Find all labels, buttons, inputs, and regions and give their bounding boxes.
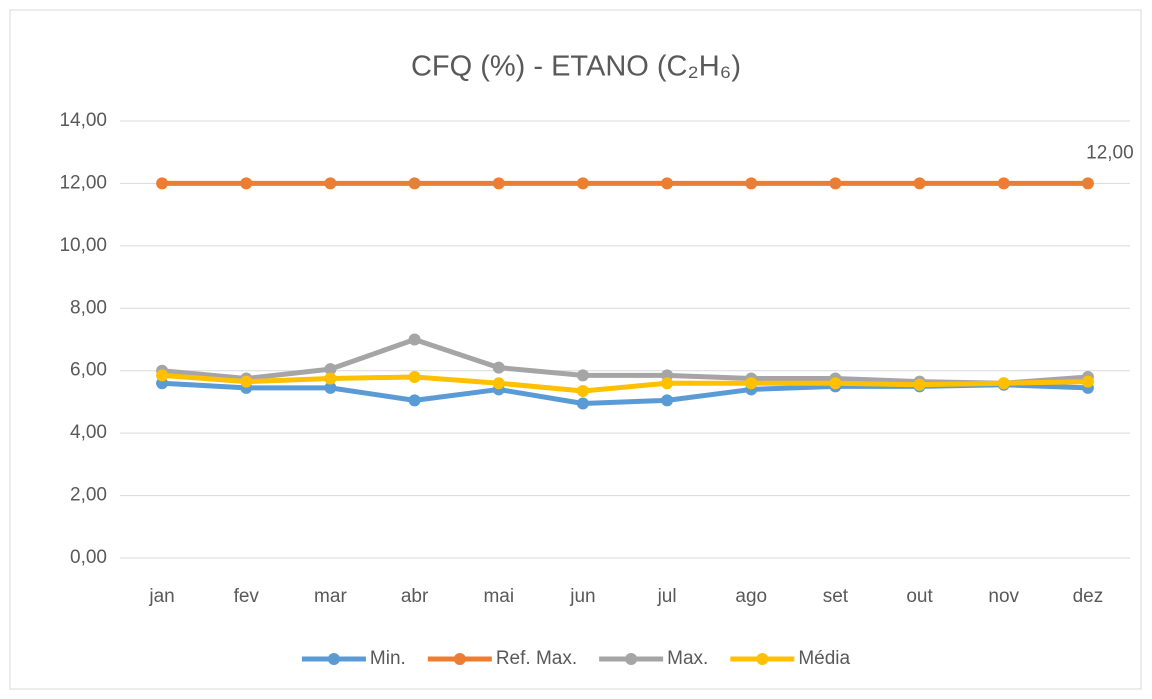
- data-label: 12,00: [1086, 142, 1134, 163]
- x-tick-label: set: [823, 586, 849, 607]
- x-tick-label: abr: [401, 586, 429, 607]
- x-tick-label: ago: [735, 586, 767, 607]
- x-tick-label: out: [906, 586, 933, 607]
- chart-frame: [9, 9, 1142, 690]
- point: [997, 177, 1010, 190]
- legend-marker: [756, 653, 769, 665]
- point: [492, 377, 505, 390]
- x-tick-label: fev: [234, 586, 260, 607]
- legend-label: Max.: [667, 648, 708, 669]
- point: [661, 394, 674, 407]
- point: [745, 177, 758, 190]
- point: [324, 363, 337, 376]
- legend-label: Média: [798, 648, 850, 669]
- legend-label: Min.: [370, 648, 406, 669]
- point: [576, 177, 589, 190]
- y-tick-label: 10,00: [59, 235, 107, 256]
- point: [324, 372, 337, 385]
- point: [156, 177, 169, 190]
- point: [492, 361, 505, 374]
- point: [1081, 177, 1094, 190]
- point: [492, 177, 505, 190]
- y-tick-label: 4,00: [70, 422, 107, 443]
- point: [576, 397, 589, 410]
- y-tick-label: 8,00: [70, 297, 107, 318]
- point: [661, 177, 674, 190]
- x-tick-label: jun: [569, 586, 595, 607]
- point: [408, 394, 421, 407]
- y-tick-label: 14,00: [59, 110, 107, 131]
- point: [829, 177, 842, 190]
- point: [576, 369, 589, 382]
- x-tick-label: mar: [314, 586, 347, 607]
- point: [240, 375, 253, 388]
- point: [156, 369, 169, 382]
- x-tick-label: jan: [148, 586, 174, 607]
- legend-label: Ref. Max.: [496, 648, 577, 669]
- y-tick-label: 0,00: [70, 547, 107, 568]
- point: [324, 381, 337, 394]
- x-tick-label: nov: [988, 586, 1019, 607]
- legend: Min. Ref. Max. Max. Média: [301, 648, 851, 669]
- point: [661, 377, 674, 390]
- legend-marker: [625, 653, 638, 665]
- x-tick-label: dez: [1073, 586, 1104, 607]
- x-tick-label: mai: [483, 586, 514, 607]
- point: [408, 333, 421, 346]
- point: [997, 377, 1010, 390]
- legend-marker: [453, 653, 466, 665]
- series-line: [161, 337, 1089, 386]
- point: [745, 377, 758, 390]
- x-tick-label: jul: [657, 586, 677, 607]
- chart-title: CFQ (%) - ETANO (C₂H₆): [411, 51, 741, 83]
- legend-marker: [327, 653, 340, 665]
- point: [829, 377, 842, 390]
- y-tick-label: 12,00: [59, 172, 107, 193]
- point: [913, 378, 926, 391]
- point: [240, 177, 253, 190]
- point: [1081, 375, 1094, 388]
- series-line: [161, 372, 1088, 394]
- point: [408, 177, 421, 190]
- y-tick-label: 6,00: [70, 360, 107, 381]
- point: [913, 177, 926, 190]
- point: [576, 385, 589, 398]
- point: [408, 370, 421, 383]
- y-tick-label: 2,00: [70, 485, 107, 506]
- point: [324, 177, 337, 190]
